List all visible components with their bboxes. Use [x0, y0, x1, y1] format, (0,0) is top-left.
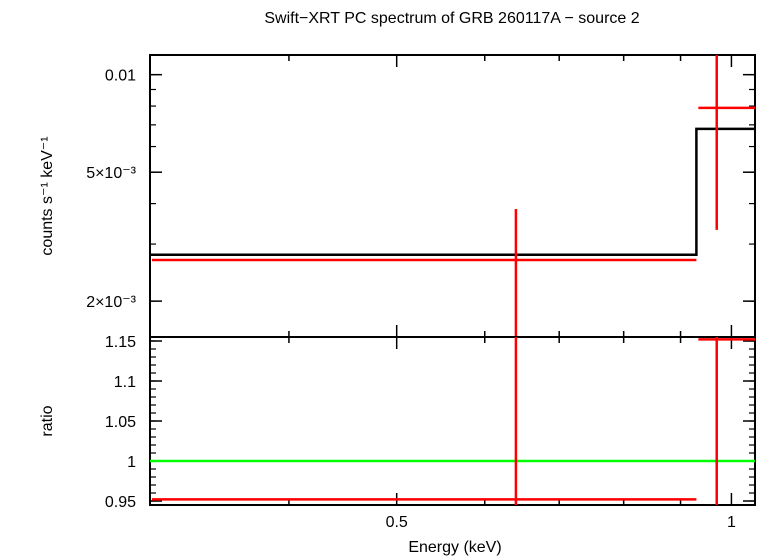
spectrum-panel: 0.01 5×10⁻³ 2×10⁻³	[86, 54, 756, 338]
x-tick-label: 1	[727, 514, 736, 531]
ratio-y-tick-label: 0.95	[105, 494, 136, 511]
spectrum-y-tick-label: 0.01	[105, 68, 136, 85]
spectrum-y-tick-label: 2×10⁻³	[86, 294, 136, 311]
ratio-frame	[149, 336, 756, 506]
x-tick-label: 0.5	[386, 514, 408, 531]
ratio-y-tick-label: 1	[127, 454, 136, 471]
ratio-y-tick-label: 1.05	[105, 414, 136, 431]
ratio-y-tick-label: 1.15	[105, 334, 136, 351]
spectrum-frame	[149, 54, 756, 338]
ratio-y-tick-label: 1.1	[114, 374, 136, 391]
x-axis-label: Energy (keV)	[408, 539, 501, 556]
chart-title: Swift−XRT PC spectrum of GRB 260117A − s…	[264, 10, 639, 27]
spectrum-y-tick-label: 5×10⁻³	[86, 165, 136, 182]
spectrum-y-axis-label: counts s⁻¹ keV⁻¹	[39, 136, 56, 255]
ratio-y-axis-label: ratio	[39, 405, 56, 436]
ratio-panel: 0.95 1 1.05 1.1 1.15	[105, 334, 756, 511]
spectrum-model-step	[150, 127, 755, 257]
